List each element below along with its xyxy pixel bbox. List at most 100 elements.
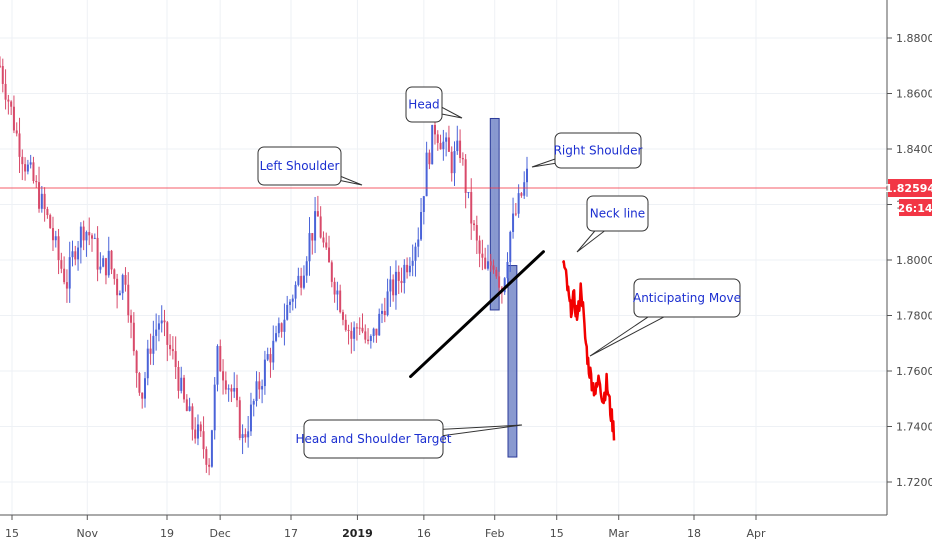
candle-body [514, 213, 517, 215]
countdown-label: 26:14 [897, 202, 932, 215]
candle-body [138, 373, 141, 393]
candle-body [325, 242, 328, 248]
candle-body [397, 271, 400, 281]
candle-body [216, 346, 219, 385]
candle-body [15, 130, 18, 134]
candle-body [227, 388, 230, 390]
candle-body [196, 424, 199, 439]
candle-body [244, 434, 247, 438]
callout-fill [556, 134, 640, 167]
candle-body [40, 193, 43, 209]
candle-body [157, 323, 160, 330]
candle-body [258, 381, 261, 390]
candle-body [263, 359, 266, 387]
candle-body [4, 83, 7, 100]
target-callout[interactable]: Head and Shoulder Target [296, 419, 523, 459]
candle-body [99, 266, 102, 270]
candle-body [74, 251, 77, 260]
candle-body [417, 239, 420, 247]
candle-body [467, 192, 470, 194]
callout-fill [259, 148, 340, 184]
candle-body [24, 164, 27, 172]
head-zone[interactable] [489, 117, 500, 311]
candle-body [509, 231, 512, 262]
x-tick-label: Apr [746, 527, 766, 540]
x-tick-label: 16 [417, 527, 431, 540]
candle-body [439, 142, 442, 150]
candle-body [341, 312, 344, 320]
candle-body [135, 351, 138, 374]
candle-body [46, 209, 49, 216]
right-shoulder-callout[interactable]: Right Shoulder [531, 132, 643, 169]
candle-body [77, 247, 80, 260]
current-price-badge [888, 179, 932, 198]
candle-body [160, 320, 163, 324]
candle-body [442, 141, 445, 150]
callout-label: Head and Shoulder Target [296, 432, 452, 446]
candle-body [269, 354, 272, 363]
candle-body [275, 333, 278, 341]
candle-body [294, 284, 297, 299]
x-tick-label: Mar [608, 527, 629, 540]
candle-body [21, 156, 24, 165]
y-tick-label: 1.74000 [896, 421, 932, 434]
candle-body [166, 322, 169, 345]
candle-body [353, 327, 356, 339]
candle-body [180, 377, 183, 391]
target-zone[interactable] [507, 265, 518, 458]
callout-label: Anticipating Move [633, 291, 741, 305]
candle-body [79, 226, 82, 248]
x-tick-label: 19 [160, 527, 174, 540]
x-tick-label: 2019 [342, 527, 373, 540]
candle-body [247, 431, 250, 438]
candle-body [526, 168, 528, 183]
candle-body [305, 261, 308, 276]
neckline-trendline[interactable] [409, 250, 545, 379]
candle-body [10, 101, 13, 107]
candle-body [213, 384, 216, 431]
candle-body [475, 225, 478, 241]
candle-body [65, 282, 68, 289]
candle-body [252, 401, 255, 405]
projection-line[interactable] [561, 260, 616, 441]
candle-body [297, 275, 300, 285]
candle-body [447, 137, 450, 152]
candle-body [280, 323, 283, 332]
x-axis[interactable]: 15 Nov 19 Dec 17 2019 16 Feb 15 Mar 18 Apr [5, 515, 766, 540]
head-callout[interactable]: Head [405, 86, 463, 123]
candle-body [82, 226, 85, 241]
candle-body [29, 162, 32, 165]
candle-body [453, 151, 456, 174]
callout-fill [305, 421, 442, 457]
candle-body [386, 291, 389, 316]
candle-body [199, 424, 202, 432]
anticipating-move-callout[interactable]: Anticipating Move [589, 278, 741, 357]
candle-body [7, 99, 10, 102]
candle-body [49, 215, 52, 229]
candle-body [91, 235, 94, 239]
candle-body [60, 260, 63, 269]
candle-body [222, 371, 225, 381]
price-badges: 1.82594 26:14 [885, 179, 932, 217]
x-tick-label: Feb [485, 527, 504, 540]
candle-body [191, 406, 194, 430]
y-axis[interactable]: 1.880001.860001.840001.820001.800001.780… [887, 32, 932, 489]
candle-body [71, 251, 74, 258]
candle-body [403, 264, 406, 284]
candle-body [141, 392, 144, 399]
candle-body [392, 279, 395, 296]
candle-body [336, 290, 339, 295]
neckline-callout[interactable]: Neck line [576, 195, 649, 253]
candle-body [277, 323, 280, 334]
candle-body [339, 290, 342, 313]
candle-body [461, 158, 464, 160]
left-shoulder-callout[interactable]: Left Shoulder [257, 146, 363, 186]
candle-body [394, 271, 397, 296]
candle-body [130, 315, 133, 323]
current-price-label: 1.82594 [885, 182, 932, 195]
candle-body [261, 386, 264, 390]
candle-body [406, 264, 409, 273]
candle-body [51, 228, 54, 241]
callout-label: Right Shoulder [554, 144, 643, 158]
